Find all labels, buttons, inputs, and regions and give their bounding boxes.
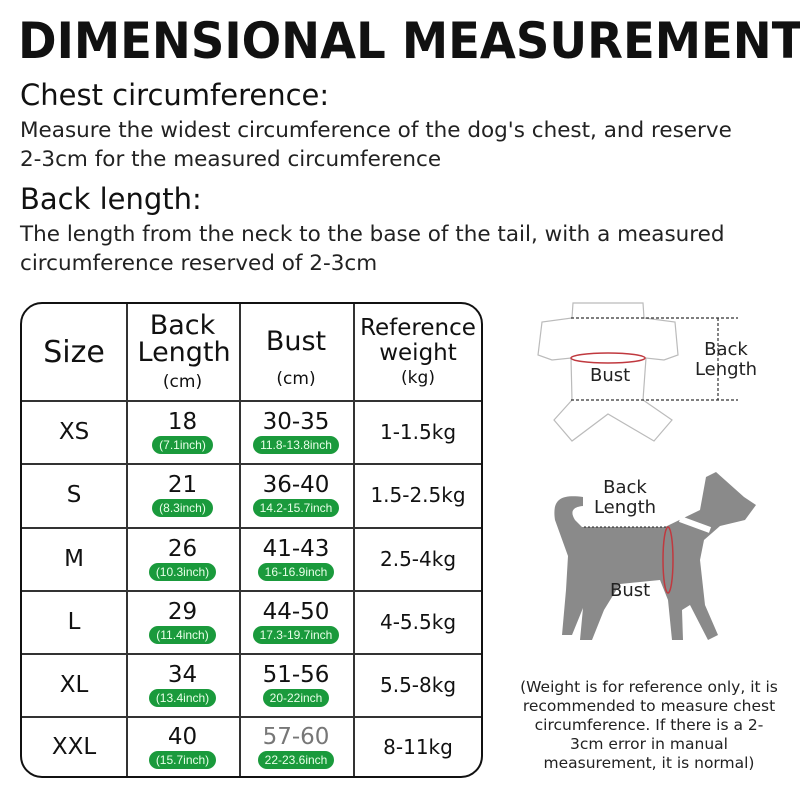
back-length-value: 34	[167, 661, 198, 688]
back-length-value: 40	[167, 724, 198, 750]
header-bust: Bust (cm)	[265, 325, 327, 389]
chest-line-1: Measure the widest circumference of the …	[20, 118, 732, 143]
bust-cell: 36-40 14.2-15.7inch	[239, 463, 353, 527]
header-back-length: Back Length (cm)	[137, 310, 231, 392]
weight-value: 1.5-2.5kg	[370, 483, 466, 507]
weight-cell: 2.5-4kg	[353, 527, 481, 590]
size-cell: M	[22, 527, 126, 590]
size-value: L	[67, 608, 81, 635]
bust-inch-badge: 11.8-13.8inch	[253, 435, 339, 454]
dog-bust-label: Bust	[610, 580, 651, 601]
back-length-inch-badge: (7.1inch)	[152, 435, 213, 454]
bust-value: 36-40	[262, 472, 330, 498]
chest-line-2: 2-3cm for the measured circumference	[20, 147, 442, 172]
back-length-cell: 34 (13.4inch)	[126, 653, 239, 716]
bust-cell: 57-60 22-23.6inch	[239, 716, 353, 776]
bust-inch-badge: 16-16.9inch	[257, 562, 335, 581]
back-length-value: 21	[167, 472, 198, 498]
bust-value: 44-50	[262, 598, 330, 625]
back-length-inch-badge: (11.4inch)	[149, 625, 216, 644]
back-length-inch-badge: (10.3inch)	[148, 562, 217, 581]
bust-value: 57-60	[262, 724, 330, 750]
bust-inch-badge: 17.3-19.7inch	[252, 625, 340, 644]
back-heading: Back length:	[20, 182, 202, 216]
size-cell: S	[22, 463, 126, 527]
size-value: M	[64, 545, 84, 572]
back-length-inch-badge: (15.7inch)	[148, 751, 217, 769]
back-length-cell: 26 (10.3inch)	[126, 527, 239, 590]
weight-cell: 5.5-8kg	[353, 653, 481, 716]
bust-cell: 51-56 20-22inch	[239, 653, 353, 716]
page-title: DIMENSIONAL MEASUREMENT	[18, 12, 800, 70]
size-cell: XL	[22, 653, 126, 716]
bust-cell: 41-43 16-16.9inch	[239, 527, 353, 590]
back-line-2: circumference reserved of 2-3cm	[20, 251, 378, 276]
bust-value: 30-35	[262, 408, 330, 435]
bust-inch-badge: 14.2-15.7inch	[252, 499, 340, 517]
back-length-inch-badge: (8.3inch)	[152, 499, 213, 517]
back-length-cell: 29 (11.4inch)	[126, 590, 239, 653]
weight-cell: 8-11kg	[353, 716, 481, 776]
bust-value: 51-56	[262, 661, 330, 688]
weight-cell: 1.5-2.5kg	[353, 463, 481, 527]
back-line-1: The length from the neck to the base of …	[20, 222, 725, 247]
size-value: XS	[58, 418, 90, 445]
bust-inch-badge: 20-22inch	[262, 688, 330, 707]
garment-icon	[537, 302, 679, 442]
dog-back-length-label: Back Length	[593, 477, 657, 518]
garment-back-length-label: Back Length	[694, 339, 758, 380]
weight-note: (Weight is for reference only, it is rec…	[520, 678, 778, 772]
chest-heading: Chest circumference:	[20, 78, 330, 112]
bust-cell: 44-50 17.3-19.7inch	[239, 590, 353, 653]
size-cell: XS	[22, 400, 126, 463]
header-reference-weight: Reference weight (kg)	[360, 315, 476, 389]
weight-value: 4-5.5kg	[379, 609, 457, 634]
back-length-inch-badge: (13.4inch)	[148, 688, 217, 707]
size-table: Size Back Length (cm) Bust (cm) Referenc…	[20, 302, 483, 778]
size-cell: L	[22, 590, 126, 653]
header-size: Size	[43, 334, 105, 370]
size-cell: XXL	[22, 716, 126, 776]
back-length-value: 29	[167, 598, 198, 625]
weight-cell: 4-5.5kg	[353, 590, 481, 653]
size-value: XXL	[51, 734, 97, 760]
back-length-cell: 21 (8.3inch)	[126, 463, 239, 527]
weight-value: 2.5-4kg	[379, 546, 457, 571]
weight-cell: 1-1.5kg	[353, 400, 481, 463]
size-value: XL	[59, 671, 89, 698]
weight-value: 1-1.5kg	[379, 419, 457, 444]
weight-value: 5.5-8kg	[379, 672, 457, 697]
dog-silhouette-icon	[554, 472, 756, 640]
back-length-value: 26	[167, 535, 198, 562]
garment-bust-label: Bust	[590, 365, 631, 386]
bust-inch-badge: 22-23.6inch	[257, 751, 335, 769]
weight-value: 8-11kg	[383, 735, 453, 759]
back-length-cell: 18 (7.1inch)	[126, 400, 239, 463]
bust-cell: 30-35 11.8-13.8inch	[239, 400, 353, 463]
bust-value: 41-43	[262, 535, 330, 562]
back-length-cell: 40 (15.7inch)	[126, 716, 239, 776]
back-length-value: 18	[167, 408, 198, 435]
size-value: S	[66, 482, 82, 508]
